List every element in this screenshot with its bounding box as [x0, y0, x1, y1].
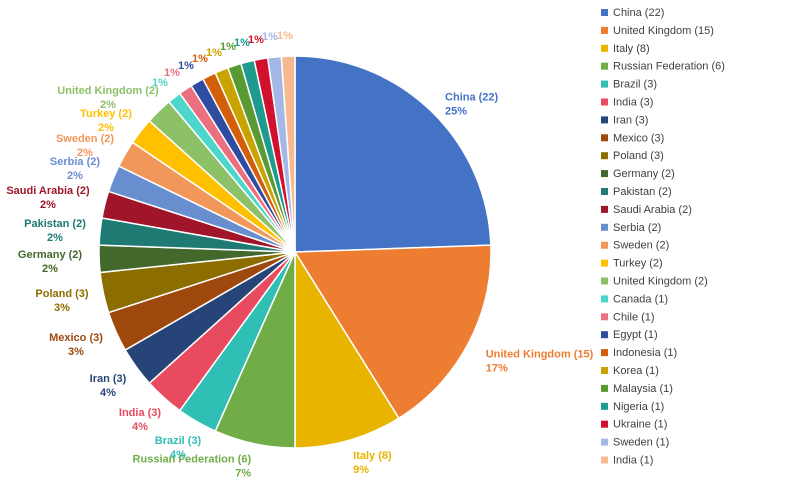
legend-swatch-21: [601, 384, 608, 392]
legend-label-united-kingdom-2-15: United Kingdom (2): [613, 276, 708, 288]
legend-label-pakistan-2-10: Pakistan (2): [613, 186, 672, 198]
legend-label-sweden-1-24: Sweden (1): [613, 437, 669, 449]
small-slice-label-24: 1%: [262, 31, 278, 43]
pie-slice-0-china-22: [294, 55, 492, 253]
legend-label-egypt-1-18: Egypt (1): [613, 329, 658, 341]
slice-label-united-kingdom-15: United Kingdom (15) 17%: [486, 348, 594, 374]
legend-swatch-16: [601, 295, 608, 303]
legend-swatch-24: [601, 438, 608, 446]
legend-swatch-10: [601, 188, 608, 195]
outside-label-brazil-3: Brazil (3) 4%: [155, 435, 202, 461]
legend-swatch-22: [601, 402, 608, 410]
legend-label-russian-federation-6-3: Russian Federation (6): [613, 61, 725, 73]
legend-swatch-23: [601, 420, 608, 428]
legend-label-nigeria-1-22: Nigeria (1): [613, 401, 664, 413]
legend-label-malaysia-1-21: Malaysia (1): [613, 383, 673, 395]
small-slice-label-17: 1%: [164, 67, 180, 79]
legend-swatch-25: [601, 456, 608, 464]
legend-swatch-2: [601, 44, 608, 52]
legend-label-ukraine-1-23: Ukraine (1): [613, 419, 667, 431]
outside-label-mexico-3: Mexico (3) 3%: [49, 332, 103, 358]
legend-swatch-6: [601, 116, 608, 124]
legend-swatch-3: [601, 62, 608, 70]
outside-label-saudi-arabia-2: Saudi Arabia (2) 2%: [6, 185, 90, 211]
legend-label-germany-2-9: Germany (2): [613, 168, 675, 180]
legend: China (22) United Kingdom (15) Italy (8) Ru…: [601, 7, 725, 467]
legend-swatch-18: [601, 331, 608, 339]
pie-slice-2-italy-8: [294, 249, 400, 449]
legend-label-sweden-2-13: Sweden (2): [613, 240, 669, 252]
legend-swatch-15: [601, 277, 608, 285]
legend-label-serbia-2-12: Serbia (2): [613, 222, 661, 234]
small-slice-label-19: 1%: [192, 53, 208, 65]
pie-slice-25-india-1: [280, 55, 296, 253]
legend-label-india-3-5: India (3): [613, 97, 653, 109]
legend-label-turkey-2-14: Turkey (2): [613, 258, 663, 270]
legend-label-mexico-3-7: Mexico (3): [613, 132, 664, 144]
legend-swatch-1: [601, 26, 608, 34]
legend-swatch-14: [601, 259, 608, 267]
outside-label-pakistan-2: Pakistan (2) 2%: [24, 218, 86, 244]
outside-label-turkey-2: Turkey (2) 2%: [80, 108, 132, 134]
legend-swatch-17: [601, 313, 608, 321]
legend-swatch-20: [601, 367, 608, 374]
legend-label-italy-8-2: Italy (8): [613, 43, 650, 55]
pie-slices: [98, 55, 492, 449]
pie-slice-1-united-kingdom-15: [293, 244, 492, 420]
legend-label-india-1-25: India (1): [613, 455, 653, 467]
small-slice-label-21: 1%: [220, 41, 236, 53]
outside-label-serbia-2: Serbia (2) 2%: [50, 156, 100, 182]
slice-label-russian-federation-6: Russian Federation (6) 7%: [133, 453, 252, 479]
small-slice-label-22: 1%: [234, 37, 250, 49]
data-labels: China (22) 25% United Kingdom (15) 17% Italy…: [6, 30, 593, 479]
outside-label-iran-3: Iran (3) 4%: [90, 373, 127, 399]
outside-label-india-3: India (3) 4%: [119, 407, 162, 433]
legend-label-saudi-arabia-2-11: Saudi Arabia (2): [613, 204, 692, 216]
legend-swatch-9: [601, 170, 608, 178]
outside-label-united-kingdom-2: United Kingdom (2) 2%: [57, 85, 159, 111]
legend-label-iran-3-6: Iran (3): [613, 114, 648, 126]
small-slice-label-16: 1%: [152, 77, 168, 89]
legend-label-china-22-0: China (22): [613, 7, 664, 19]
legend-swatch-19: [601, 349, 608, 357]
small-slice-label-23: 1%: [248, 34, 264, 46]
legend-swatch-5: [601, 98, 608, 106]
outside-label-germany-2: Germany (2) 2%: [18, 249, 83, 275]
legend-label-chile-1-17: Chile (1): [613, 311, 655, 323]
small-slice-label-18: 1%: [178, 60, 194, 72]
legend-swatch-4: [601, 80, 608, 88]
legend-label-united-kingdom-15-1: United Kingdom (15): [613, 25, 714, 37]
legend-swatch-13: [601, 241, 608, 249]
small-slice-label-25: 1%: [277, 30, 293, 42]
legend-swatch-0: [601, 9, 608, 16]
slice-label-italy-8: Italy (8) 9%: [353, 450, 392, 476]
legend-label-korea-1-20: Korea (1): [613, 365, 659, 377]
legend-label-canada-1-16: Canada (1): [613, 293, 668, 305]
legend-label-poland-3-8: Poland (3): [613, 150, 664, 162]
small-slice-label-20: 1%: [206, 47, 222, 59]
legend-swatch-8: [601, 152, 608, 160]
outside-label-sweden-2: Sweden (2) 2%: [56, 133, 114, 159]
slice-label-china-22: China (22) 25%: [445, 92, 499, 118]
legend-swatch-12: [601, 223, 608, 231]
legend-swatch-7: [601, 134, 608, 142]
outside-label-poland-3: Poland (3) 3%: [35, 288, 89, 314]
legend-label-brazil-3-4: Brazil (3): [613, 79, 657, 91]
legend-swatch-11: [601, 205, 608, 213]
legend-label-indonesia-1-19: Indonesia (1): [613, 347, 677, 359]
